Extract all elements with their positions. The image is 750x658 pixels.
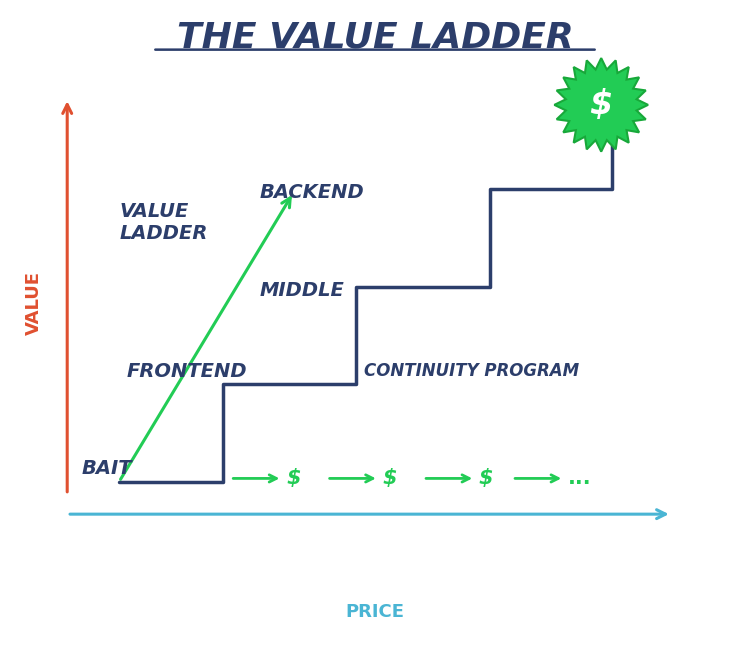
Text: MIDDLE: MIDDLE — [260, 280, 345, 299]
Text: $: $ — [478, 468, 494, 488]
Text: THE VALUE LADDER: THE VALUE LADDER — [177, 20, 573, 55]
Text: BAIT: BAIT — [82, 459, 133, 478]
Text: PRICE: PRICE — [346, 603, 404, 620]
Text: ...: ... — [568, 468, 592, 488]
Text: VALUE: VALUE — [25, 271, 43, 335]
Text: $: $ — [590, 88, 613, 121]
Text: $: $ — [382, 468, 397, 488]
Text: CONTINUITY PROGRAM: CONTINUITY PROGRAM — [364, 362, 579, 380]
Text: FRONTEND: FRONTEND — [127, 362, 248, 381]
Text: $: $ — [286, 468, 301, 488]
Text: VALUE
LADDER: VALUE LADDER — [119, 202, 208, 243]
Text: BACKEND: BACKEND — [260, 183, 364, 202]
Polygon shape — [554, 58, 648, 151]
